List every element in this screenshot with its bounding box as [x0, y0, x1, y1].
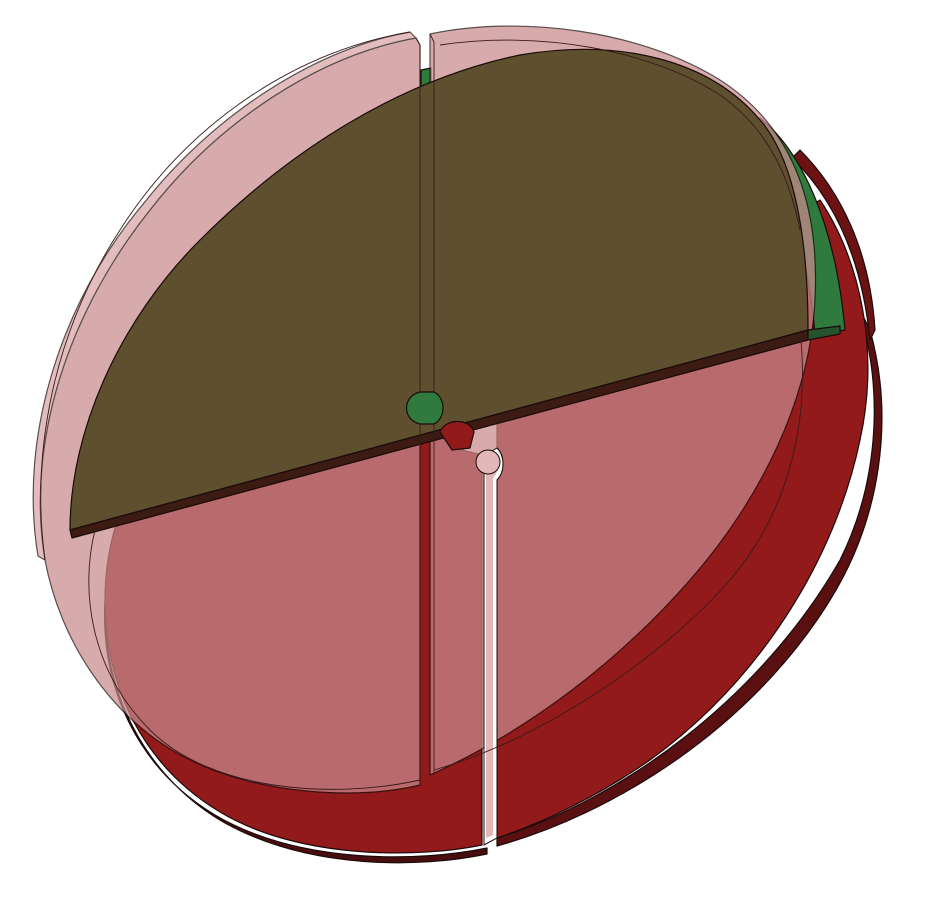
outer-rim-outline [40, 31, 411, 561]
hidden-edge-outlines [40, 31, 803, 790]
overlay-half-body [69, 48, 809, 531]
inner-rim-outline-right [433, 329, 803, 771]
front-split-left-line [415, 37, 421, 785]
split-slots [405, 33, 504, 846]
back-slot-inner [486, 455, 498, 838]
front-keyhole [405, 391, 444, 425]
inner-rim-outline-left [88, 529, 421, 790]
back-keyhole [475, 449, 501, 475]
front-disc-left-edge [32, 31, 417, 561]
overlay-half-right-cap [807, 325, 841, 341]
top-half-overlay [69, 48, 841, 539]
inner-rim-outline-top [439, 39, 801, 231]
front-split-right-line [429, 33, 435, 775]
back-keyhole-lobe [439, 420, 475, 451]
back-disc-right-rim-upper [791, 149, 876, 341]
